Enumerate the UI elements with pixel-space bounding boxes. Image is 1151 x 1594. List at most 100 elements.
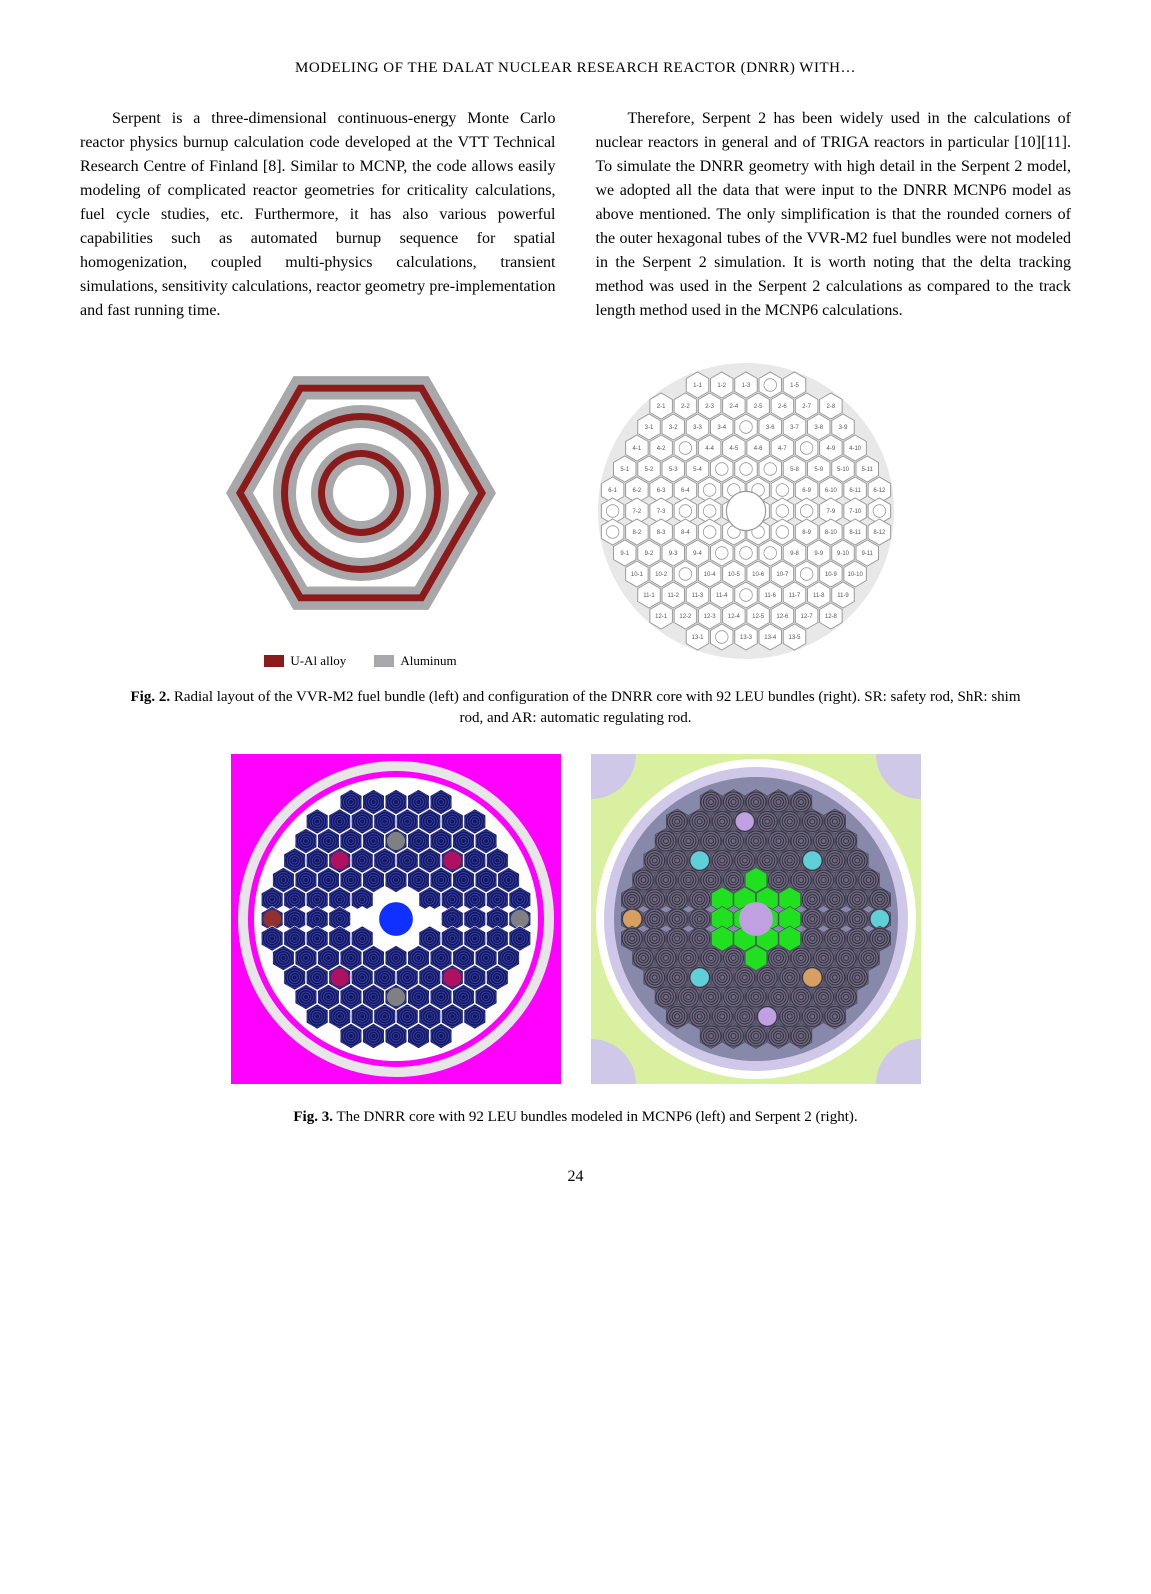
svg-text:3-1: 3-1 — [644, 425, 653, 431]
svg-text:4-1: 4-1 — [632, 446, 641, 452]
svg-text:11-6: 11-6 — [764, 593, 776, 599]
svg-text:9-3: 9-3 — [668, 551, 677, 557]
fig3-left — [231, 754, 561, 1089]
svg-text:7-9: 7-9 — [826, 509, 835, 515]
body-columns: Serpent is a three-dimensional continuou… — [80, 107, 1071, 323]
svg-text:6-3: 6-3 — [656, 488, 665, 494]
svg-text:8-9: 8-9 — [802, 530, 811, 536]
svg-text:2-7: 2-7 — [802, 404, 811, 410]
svg-text:2-2: 2-2 — [681, 404, 690, 410]
svg-text:11-4: 11-4 — [715, 593, 727, 599]
legend-item-al: Aluminum — [374, 653, 456, 669]
svg-text:6-9: 6-9 — [802, 488, 811, 494]
svg-text:8-11: 8-11 — [849, 530, 861, 536]
svg-text:2-5: 2-5 — [753, 404, 762, 410]
svg-text:10-10: 10-10 — [847, 572, 863, 578]
svg-text:8-10: 8-10 — [824, 530, 837, 536]
fig2-caption: Fig. 2. Radial layout of the VVR-M2 fuel… — [126, 687, 1026, 729]
svg-text:4-4: 4-4 — [705, 446, 714, 452]
fig3-caption-text: The DNRR core with 92 LEU bundles modele… — [333, 1109, 858, 1125]
svg-text:9-10: 9-10 — [836, 551, 849, 557]
mcnp6-core-diagram — [231, 754, 561, 1084]
svg-text:4-10: 4-10 — [849, 446, 862, 452]
svg-text:13-5: 13-5 — [788, 635, 801, 641]
svg-text:5-1: 5-1 — [620, 467, 629, 473]
svg-text:2-3: 2-3 — [705, 404, 714, 410]
svg-text:11-1: 11-1 — [643, 593, 655, 599]
svg-text:9-4: 9-4 — [693, 551, 702, 557]
svg-text:13-3: 13-3 — [739, 635, 752, 641]
svg-text:8-3: 8-3 — [656, 530, 665, 536]
svg-text:3-3: 3-3 — [693, 425, 702, 431]
svg-text:12-5: 12-5 — [752, 614, 765, 620]
svg-text:11-9: 11-9 — [837, 593, 849, 599]
svg-text:9-8: 9-8 — [790, 551, 799, 557]
svg-text:4-6: 4-6 — [753, 446, 762, 452]
svg-text:6-11: 6-11 — [849, 488, 861, 494]
svg-text:7-10: 7-10 — [849, 509, 862, 515]
svg-text:11-3: 11-3 — [691, 593, 703, 599]
svg-text:5-11: 5-11 — [861, 467, 873, 473]
svg-text:6-4: 6-4 — [681, 488, 690, 494]
svg-text:5-9: 5-9 — [814, 467, 823, 473]
legend-swatch-fuel — [264, 655, 284, 667]
svg-text:10-2: 10-2 — [655, 572, 668, 578]
svg-text:5-3: 5-3 — [668, 467, 677, 473]
serpent2-core-diagram — [591, 754, 921, 1084]
legend-label-al: Aluminum — [400, 653, 456, 669]
svg-text:4-7: 4-7 — [778, 446, 787, 452]
svg-text:1-3: 1-3 — [741, 383, 750, 389]
svg-text:2-4: 2-4 — [729, 404, 738, 410]
svg-text:6-10: 6-10 — [824, 488, 837, 494]
svg-text:3-7: 3-7 — [790, 425, 799, 431]
svg-text:3-2: 3-2 — [668, 425, 677, 431]
svg-text:1-1: 1-1 — [693, 383, 702, 389]
svg-text:7-3: 7-3 — [656, 509, 665, 515]
svg-text:12-4: 12-4 — [727, 614, 740, 620]
svg-text:11-2: 11-2 — [667, 593, 679, 599]
svg-text:11-8: 11-8 — [812, 593, 824, 599]
fig3-caption-bold: Fig. 3. — [293, 1109, 333, 1125]
svg-text:10-9: 10-9 — [824, 572, 837, 578]
svg-text:6-12: 6-12 — [873, 488, 886, 494]
fig3-right — [591, 754, 921, 1089]
svg-text:9-9: 9-9 — [814, 551, 823, 557]
fig2-caption-bold: Fig. 2. — [130, 689, 170, 705]
legend-label-fuel: U-Al alloy — [290, 653, 346, 669]
svg-text:3-8: 3-8 — [814, 425, 823, 431]
figure-2-row: U-Al alloy Aluminum 1-1 1-2 1-3 1-5 2-1 2-2 2-… — [80, 353, 1071, 669]
svg-text:1-5: 1-5 — [790, 383, 799, 389]
svg-text:3-4: 3-4 — [717, 425, 726, 431]
svg-text:8-4: 8-4 — [681, 530, 690, 536]
svg-text:12-3: 12-3 — [703, 614, 716, 620]
svg-text:10-4: 10-4 — [703, 572, 716, 578]
svg-text:13-4: 13-4 — [764, 635, 777, 641]
svg-text:2-8: 2-8 — [826, 404, 835, 410]
svg-text:12-2: 12-2 — [679, 614, 692, 620]
right-column: Therefore, Serpent 2 has been widely use… — [596, 107, 1072, 323]
fig2-caption-text: Radial layout of the VVR-M2 fuel bundle … — [170, 689, 1020, 726]
page-header: MODELING OF THE DALAT NUCLEAR RESEARCH R… — [80, 60, 1071, 77]
svg-text:7-2: 7-2 — [632, 509, 641, 515]
svg-text:3-9: 3-9 — [838, 425, 847, 431]
legend-item-fuel: U-Al alloy — [264, 653, 346, 669]
svg-text:5-2: 5-2 — [644, 467, 653, 473]
legend-swatch-al — [374, 655, 394, 667]
svg-text:3-6: 3-6 — [765, 425, 774, 431]
svg-text:10-5: 10-5 — [727, 572, 740, 578]
svg-text:12-6: 12-6 — [776, 614, 789, 620]
svg-text:2-1: 2-1 — [656, 404, 665, 410]
svg-text:5-4: 5-4 — [693, 467, 702, 473]
svg-text:4-2: 4-2 — [656, 446, 665, 452]
figure-3-row — [80, 754, 1071, 1089]
svg-text:4-9: 4-9 — [826, 446, 835, 452]
svg-text:6-2: 6-2 — [632, 488, 641, 494]
svg-text:1-2: 1-2 — [717, 383, 726, 389]
svg-text:5-10: 5-10 — [836, 467, 849, 473]
left-column: Serpent is a three-dimensional continuou… — [80, 107, 556, 323]
svg-text:5-8: 5-8 — [790, 467, 799, 473]
vvr-m2-bundle-diagram — [206, 353, 516, 643]
svg-text:10-1: 10-1 — [630, 572, 643, 578]
dnrr-core-layout-diagram: 1-11-21-31-52-12-22-32-42-52-62-72-83-13… — [546, 361, 946, 661]
svg-text:8-2: 8-2 — [632, 530, 641, 536]
